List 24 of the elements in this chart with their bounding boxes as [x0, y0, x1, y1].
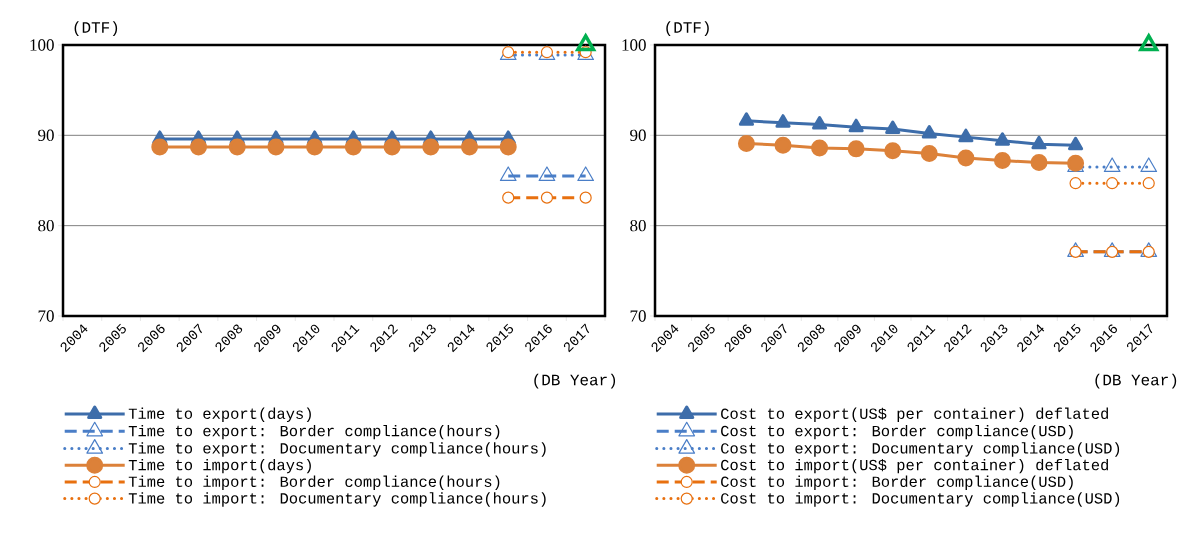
- legend-label: Cost to export: Documentary compliance(USD): [721, 442, 1120, 457]
- legend-label: Time to export(days): [128, 407, 311, 422]
- legend-label: Cost to import(US$ per container) deflated: [721, 458, 1108, 474]
- legend-label: Cost to export(US$ per container) deflated: [721, 407, 1108, 422]
- y-tick-label: 80: [38, 219, 54, 232]
- legend-label: Cost to import: Documentary compliance(USD): [721, 492, 1120, 507]
- y-tick-label: 100: [622, 39, 646, 51]
- y-tick-label: 70: [630, 310, 646, 322]
- y-tick-label: 90: [630, 129, 646, 142]
- y-tick-label: 80: [630, 219, 646, 232]
- y-tick-label: 100: [30, 39, 54, 51]
- legend-label: Cost to import: Border compliance(USD): [721, 475, 1073, 491]
- y-axis-title: (DTF): [666, 21, 709, 37]
- legend-label: Time to import: Border compliance(hours): [128, 475, 500, 491]
- y-tick-label: 90: [38, 129, 54, 142]
- legend-label: Time to import(days): [128, 458, 311, 474]
- legend-label: Time to export: Documentary compliance(hours): [128, 442, 546, 457]
- y-axis-title: (DTF): [74, 21, 118, 37]
- legend-label: Cost to export: Border compliance(USD): [721, 424, 1073, 440]
- legend-label: Time to export: Border compliance(hours): [128, 424, 500, 440]
- legend-label: Time to import: Documentary compliance(hours): [128, 492, 546, 507]
- x-axis-title: (DB Year): [1095, 373, 1177, 389]
- x-axis-title: (DB Year): [534, 373, 616, 389]
- y-tick-label: 70: [38, 310, 54, 322]
